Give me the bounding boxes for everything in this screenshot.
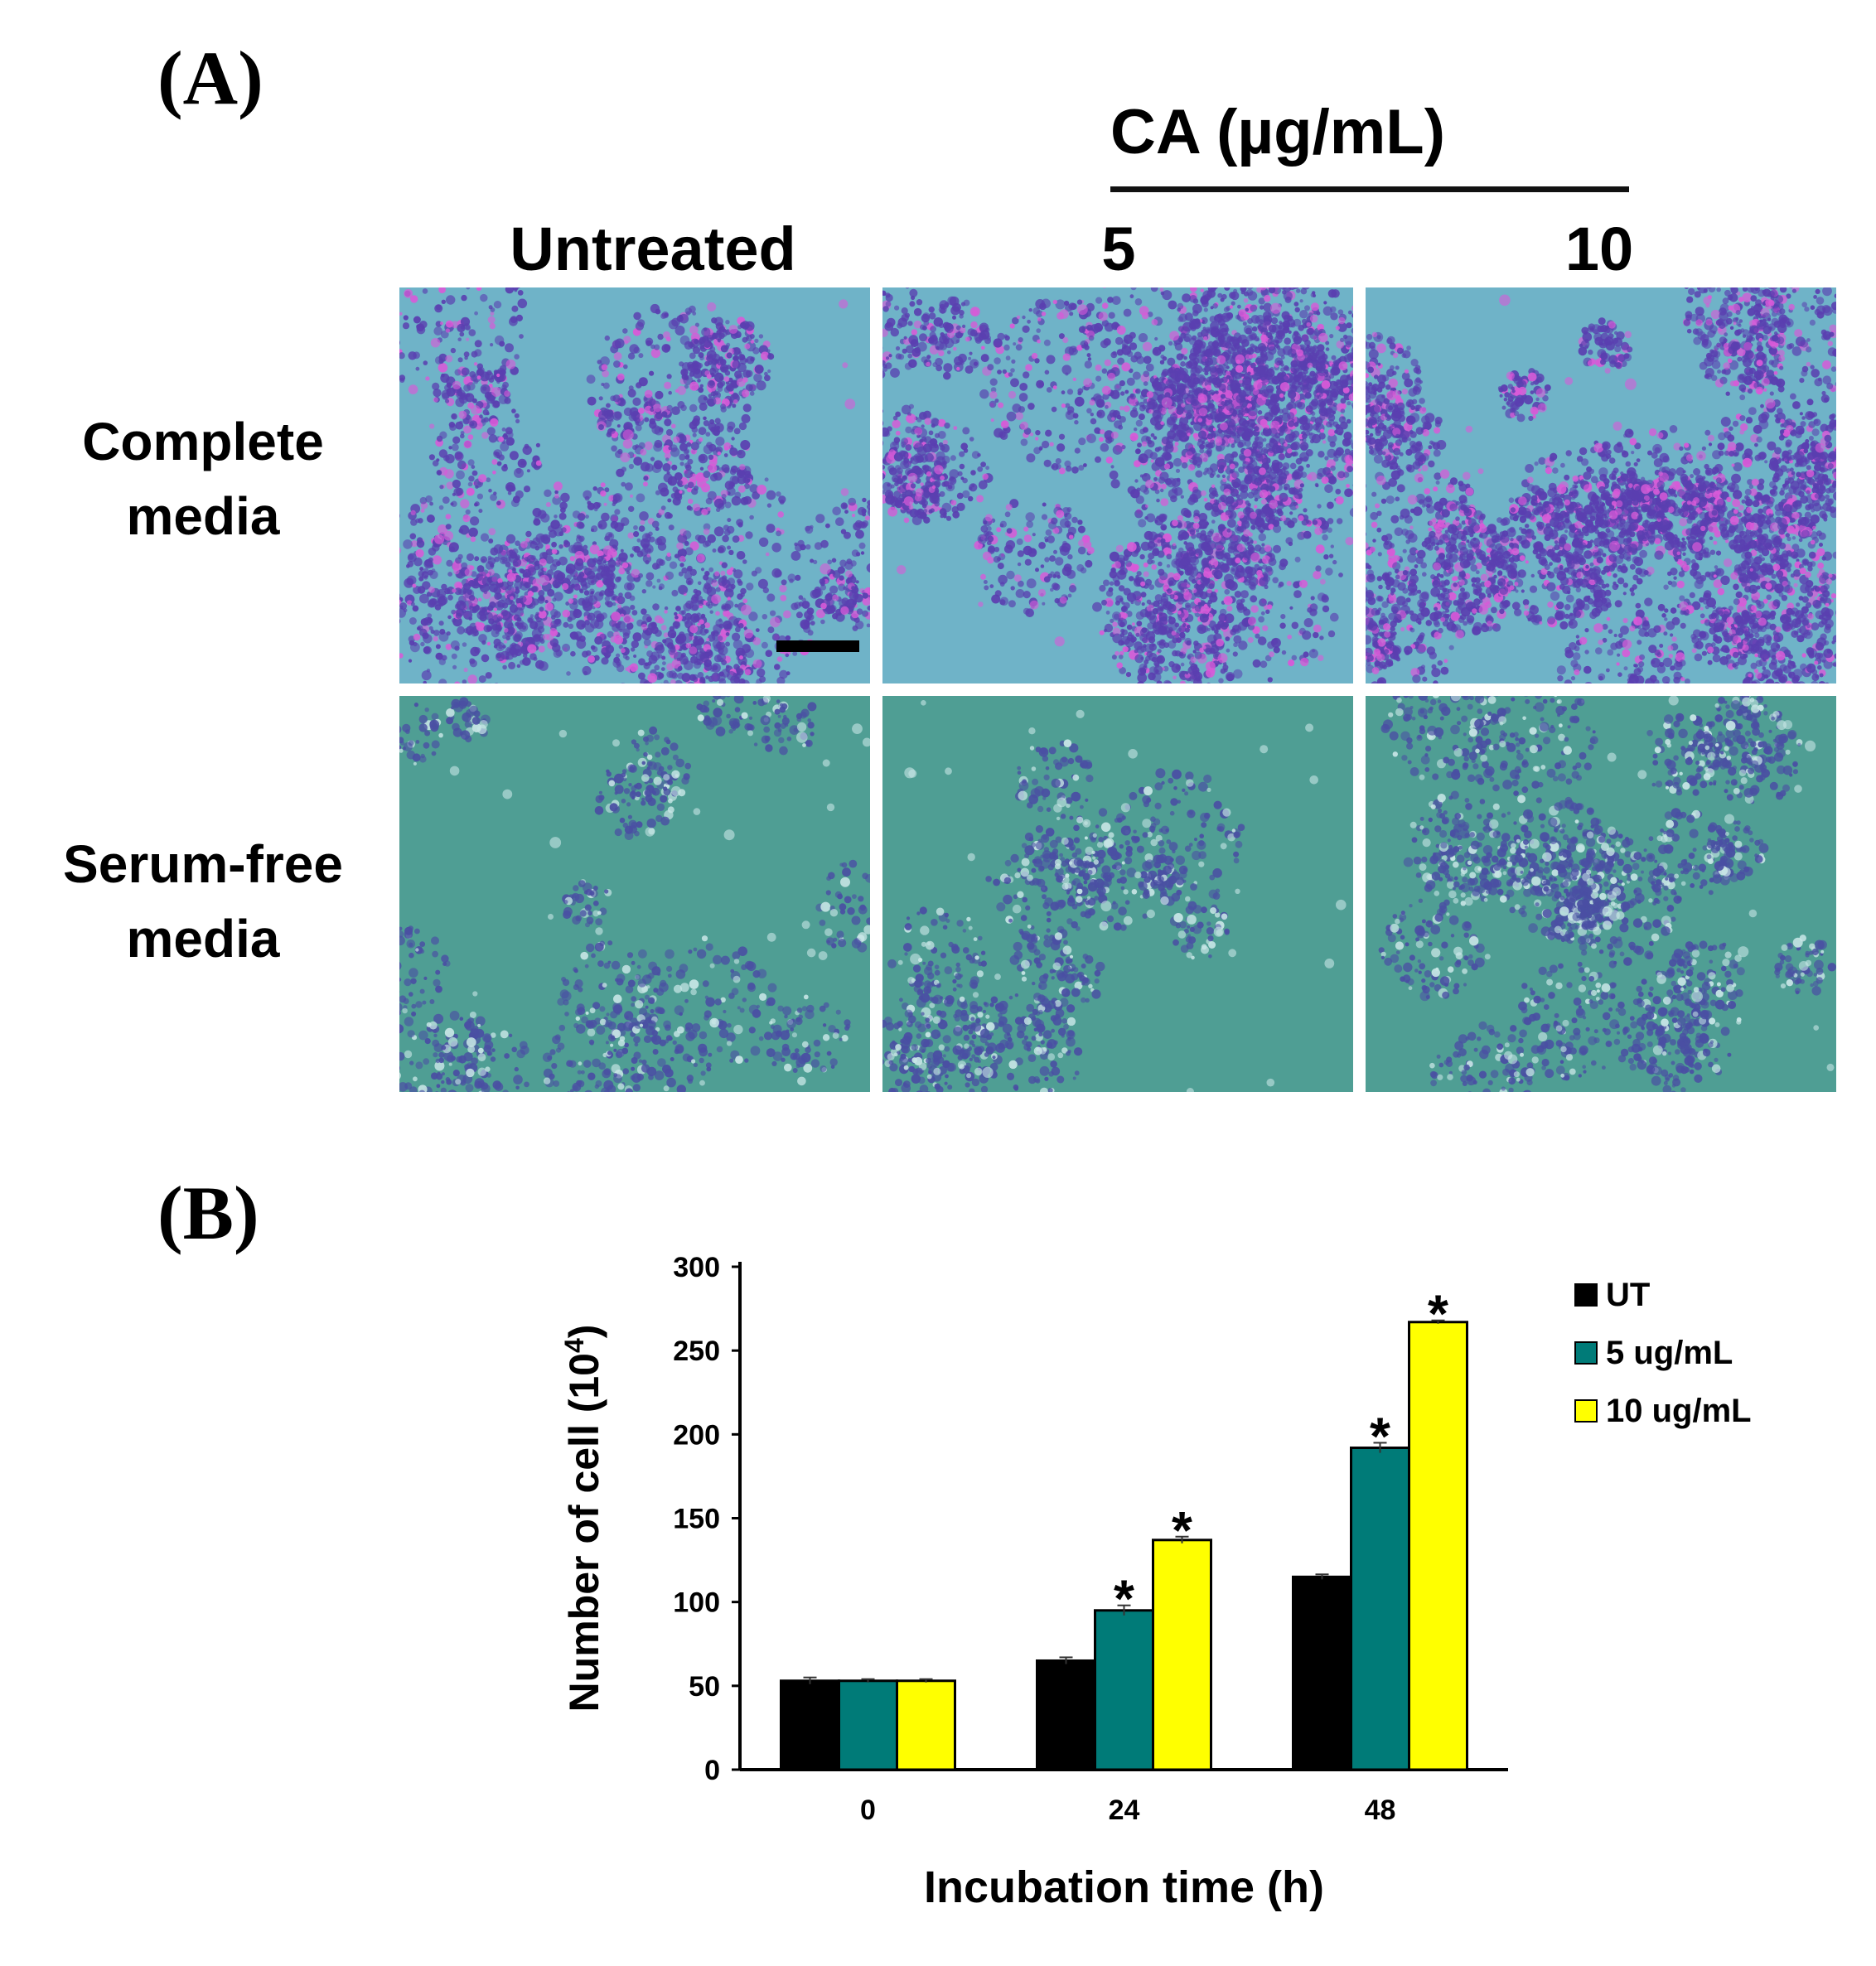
x-axis-label: Incubation time (h) bbox=[924, 1862, 1324, 1912]
bar bbox=[1152, 1539, 1212, 1771]
significance-marker: * bbox=[1370, 1406, 1390, 1466]
bar bbox=[1350, 1447, 1410, 1771]
y-tick-label: 100 bbox=[673, 1587, 720, 1619]
bar bbox=[896, 1679, 956, 1771]
y-tick-label: 250 bbox=[673, 1336, 720, 1367]
ca-header-underline bbox=[1110, 186, 1629, 192]
column-header-5: 5 bbox=[1101, 215, 1136, 283]
micrograph-complete-untreated bbox=[399, 287, 870, 684]
x-tick-label: 48 bbox=[1365, 1795, 1396, 1826]
micrograph-complete-ca-5 bbox=[882, 287, 1353, 684]
y-tick-label: 150 bbox=[673, 1504, 720, 1535]
micrograph-serum-free-ca-5 bbox=[882, 696, 1353, 1092]
legend-swatch-5-ug-ml bbox=[1574, 1341, 1598, 1365]
x-tick-label: 24 bbox=[1109, 1795, 1140, 1826]
bar bbox=[780, 1679, 840, 1771]
bar bbox=[1292, 1575, 1352, 1771]
y-tick-label: 50 bbox=[689, 1671, 720, 1703]
bar bbox=[1408, 1321, 1468, 1771]
panel-b-label: (B) bbox=[157, 1171, 259, 1255]
cell-count-bar-chart: 0 50 100 150 200 250 300 0 24 * * 48 * * Incubation ti… bbox=[559, 1252, 1508, 1912]
y-tick-label: 0 bbox=[704, 1755, 720, 1786]
ca-concentration-header: CA (µg/mL) bbox=[1110, 97, 1446, 167]
significance-marker: * bbox=[1172, 1500, 1192, 1560]
significance-marker: * bbox=[1114, 1569, 1134, 1629]
micrograph-serum-free-ca-10 bbox=[1366, 696, 1836, 1092]
bar bbox=[1094, 1609, 1154, 1771]
significance-marker: * bbox=[1428, 1284, 1448, 1344]
y-tick-label: 300 bbox=[673, 1252, 720, 1283]
micrograph-serum-free-untreated bbox=[399, 696, 870, 1092]
legend-swatch-ut bbox=[1574, 1283, 1598, 1307]
legend-swatch-10-ug-ml bbox=[1574, 1399, 1598, 1423]
panel-a-label: (A) bbox=[157, 36, 264, 120]
y-axis-label: Number of cell (104) bbox=[559, 1325, 607, 1712]
bar bbox=[1036, 1659, 1096, 1771]
column-header-10: 10 bbox=[1564, 215, 1634, 283]
scale-bar bbox=[776, 640, 859, 652]
column-header-untreated: Untreated bbox=[510, 215, 796, 283]
y-tick-label: 200 bbox=[673, 1419, 720, 1451]
row-label-complete-media: Complete media bbox=[82, 412, 324, 546]
row-label-serum-free-media: Serum-free media bbox=[63, 834, 343, 969]
x-tick-label: 0 bbox=[860, 1795, 876, 1826]
micrograph-complete-ca-10 bbox=[1366, 287, 1836, 684]
bar bbox=[838, 1679, 898, 1771]
